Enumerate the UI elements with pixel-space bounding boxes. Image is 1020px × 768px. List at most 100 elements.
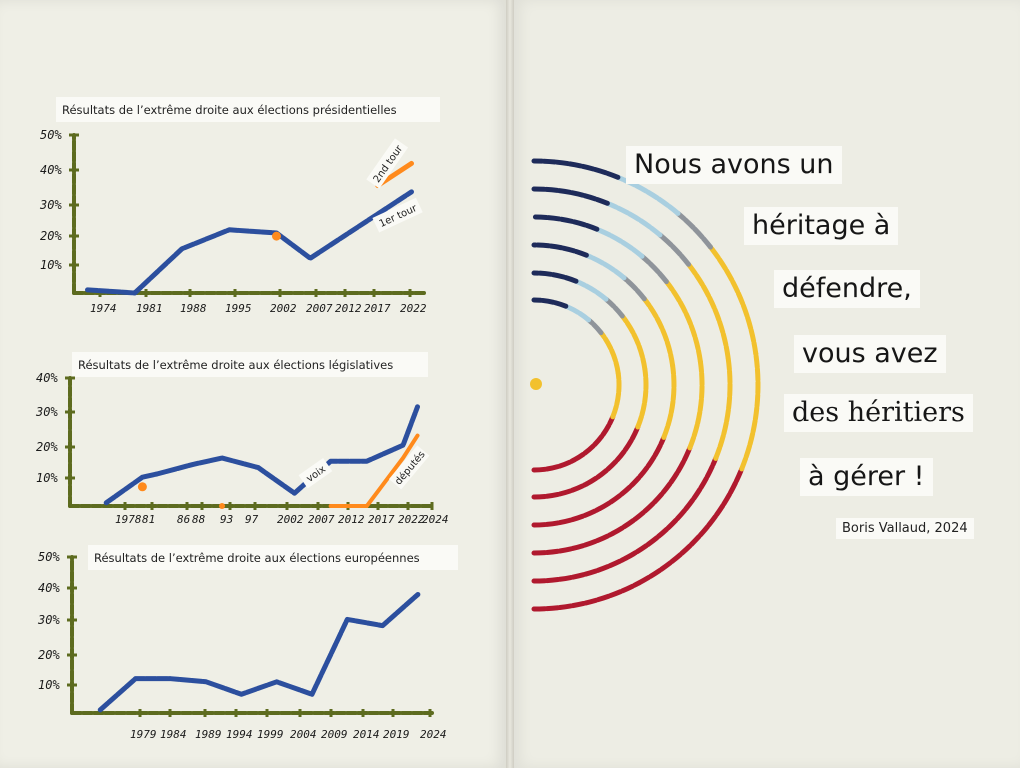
quote-line-2: héritage à (744, 207, 899, 245)
hemicycle-segment (571, 414, 616, 463)
x-tick-label: 2002 (277, 513, 304, 526)
hemicycle-segment (531, 457, 577, 473)
hemicycle-segment (584, 424, 641, 487)
y-tick-label: 20% (36, 440, 58, 454)
hemicycle-segment (531, 481, 590, 500)
x-tick-label: 86 (177, 513, 191, 526)
book-gutter (506, 0, 514, 768)
x-tick-label: 2014 (353, 728, 380, 741)
y-tick-label: 40% (36, 371, 58, 385)
hemicycle-segment (639, 253, 669, 285)
y-tick-label: 10% (38, 678, 60, 692)
charts-panel: Résultats de l’extrême droite aux électi… (35, 97, 458, 741)
x-tick-label: 2022 (400, 302, 427, 315)
hemicycle-segment (663, 279, 703, 365)
x-tick-label: 1994 (226, 728, 253, 741)
hemicycle-center-dot (530, 378, 542, 390)
x-tick-label: 2022 (398, 513, 425, 526)
y-tick-label: 20% (38, 648, 60, 662)
chart-title-bg (56, 97, 440, 122)
chart-title-bg (72, 352, 428, 377)
y-tick-label: 30% (37, 613, 60, 627)
hemicycle-segment (641, 296, 676, 368)
x-tick-label: 2007 (308, 513, 335, 526)
x-tick-label: 1989 (195, 728, 222, 741)
hemicycle-segment (531, 214, 600, 232)
hemicycle-segment (531, 158, 621, 180)
series-point (272, 231, 281, 241)
series-point (219, 503, 226, 509)
quote-line-5: des héritiers (784, 394, 973, 432)
y-tick-label: 40% (38, 581, 60, 595)
y-tick-label: 30% (35, 405, 58, 419)
hemicycle-segment (621, 275, 647, 302)
hemicycle-segment (619, 313, 648, 372)
series-line (85, 189, 414, 296)
y-tick-label: 50% (38, 550, 60, 564)
y-tick-label: 20% (40, 229, 62, 243)
hemicycle-segment (563, 303, 592, 323)
x-tick-label: 2004 (290, 728, 317, 741)
hemicycle-segment (623, 455, 719, 561)
series-tag-bg (366, 138, 409, 189)
x-tick-label: 81 (142, 513, 155, 526)
chart-title-bg (88, 545, 458, 570)
hemicycle-segment (708, 244, 759, 357)
hemicycle-drawing (530, 158, 761, 612)
series-point (137, 482, 147, 492)
hemicycle-segment (615, 174, 681, 216)
x-tick-label: 2017 (368, 513, 395, 526)
hemicycle-segment (657, 232, 691, 267)
x-tick-label: 1999 (257, 728, 284, 741)
hemicycle-segment (661, 363, 677, 440)
quote-line-6: à gérer ! (800, 458, 933, 496)
x-tick-label: 1978 (115, 513, 142, 526)
series-line (97, 591, 421, 713)
hemicycle-segment (531, 297, 569, 309)
x-tick-label: 1974 (90, 302, 117, 315)
x-tick-label: 2024 (420, 728, 447, 741)
chart-title: Résultats de l’extrême droite aux électi… (94, 551, 420, 565)
hemicycle-segment (603, 296, 625, 319)
chart-1: Résultats de l’extrême droite aux électi… (39, 97, 440, 315)
hemicycle-segment (610, 445, 693, 536)
series-line-deputes (328, 433, 420, 508)
hemicycle-segment (531, 555, 629, 584)
x-tick-label: 2017 (364, 302, 391, 315)
x-tick-label: 1979 (130, 728, 157, 741)
hemicycle-row-5 (531, 186, 733, 584)
x-tick-label: 1995 (225, 302, 252, 315)
hemicycle-segment (531, 530, 616, 556)
x-tick-label: 97 (245, 513, 259, 526)
hemicycle-segment (583, 252, 627, 281)
quote-author: Boris Vallaud, 2024 (836, 518, 974, 539)
hemicycle-row-1 (531, 297, 622, 473)
x-tick-label: 2024 (422, 513, 449, 526)
left-page (0, 0, 508, 768)
quote-line-1: Nous avons un (626, 146, 842, 184)
series-tag-bg (298, 458, 333, 489)
x-tick-label: 2012 (335, 302, 362, 315)
x-tick-label: 2002 (270, 302, 297, 315)
hemicycle-segment (573, 278, 609, 302)
hemicycle-row-6 (531, 158, 761, 612)
hemicycle-segment (713, 355, 733, 461)
hemicycle-segment (687, 359, 705, 451)
x-tick-label: 2012 (338, 513, 365, 526)
right-page (512, 0, 1020, 768)
hemicycle-segment (739, 351, 761, 472)
series-tag-bg (372, 197, 423, 233)
hemicycle-segment (636, 466, 745, 586)
y-tick-label: 30% (39, 198, 62, 212)
hemicycle-segment (531, 580, 642, 612)
chart-2: Résultats de l’extrême droite aux électi… (35, 352, 449, 526)
hemicycle-segment (531, 242, 589, 258)
series-line (103, 404, 421, 506)
x-tick-label: 88 (192, 513, 206, 526)
hemicycle-segment (598, 330, 621, 376)
hemicycle-row-4 (531, 214, 705, 556)
chart-title: Résultats de l’extrême droite aux électi… (78, 358, 393, 372)
x-tick-label: 2019 (383, 728, 410, 741)
hemicycle-segment (675, 210, 713, 250)
